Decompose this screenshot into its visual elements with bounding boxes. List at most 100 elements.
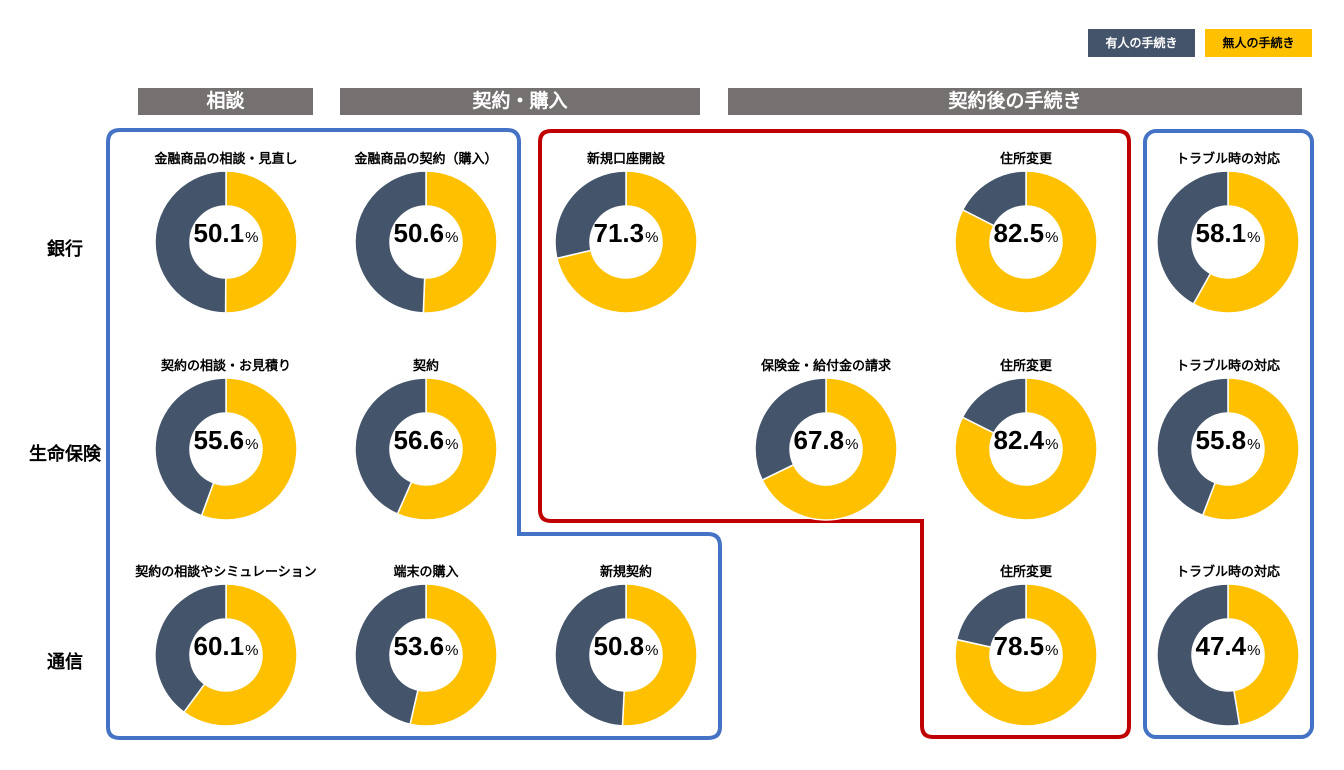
donut-svg [554,583,698,727]
donut-telecom-new-contract: 新規契約 50.8% [526,561,726,761]
donut-value: 55.6% [152,425,300,456]
slice-unstaffed [954,170,1098,314]
donut-title: 保険金・給付金の請求 [760,359,891,374]
slice-staffed [354,583,427,726]
donut-value: 56.6% [352,425,500,456]
donut-value-number: 50.1 [193,218,245,248]
header-after: 契約後の手続き [728,88,1302,115]
donut-bank-new-account: 新規口座開設 71.3% [526,148,726,348]
donut-title: 端末の購入 [393,565,459,580]
donut-svg [354,583,498,727]
slice-staffed [754,377,827,482]
donut-value-unit: % [445,642,459,659]
donut-svg [1156,377,1300,521]
donut-title: 住所変更 [999,152,1052,167]
donut-value-number: 56.6 [393,425,445,455]
donut-value-unit: % [1247,229,1261,246]
slice-staffed [354,377,427,515]
donut-life-claim: 保険金・給付金の請求 67.8% [726,355,926,555]
donut-bank-consult: 金融商品の相談・見直し 50.1% [126,148,326,348]
donut-value-unit: % [1045,642,1059,659]
donut-value-number: 55.8 [1195,425,1247,455]
donut-life-trouble: トラブル時の対応 55.8% [1128,355,1328,555]
header-contract-label: 契約・購入 [472,90,568,112]
row-label-bank: 銀行 [47,239,83,260]
donut-value: 60.1% [152,631,300,662]
donut-value-number: 50.8 [593,631,645,661]
donut-svg [154,170,298,314]
donut-svg [154,377,298,521]
slice-staffed [154,583,227,714]
donut-value-number: 58.1 [1195,218,1247,248]
slice-staffed [1156,170,1229,306]
slice-staffed [955,583,1027,649]
donut-svg [354,170,498,314]
donut-value-number: 82.5 [993,218,1045,248]
donut-title: 金融商品の契約（購入） [354,152,498,167]
donut-value: 82.5% [952,218,1100,249]
slice-unstaffed [621,583,698,727]
donut-title: 新規契約 [599,565,652,580]
slice-staffed [354,170,427,314]
donut-value-unit: % [1045,436,1059,453]
donut-telecom-address: 住所変更 78.5% [926,561,1126,761]
donut-telecom-trouble: トラブル時の対応 47.4% [1128,561,1328,761]
donut-value: 58.1% [1154,218,1302,249]
slice-unstaffed [1201,377,1300,521]
slice-unstaffed [761,377,898,521]
donut-value-number: 78.5 [993,631,1045,661]
donut-value-unit: % [645,229,659,246]
slice-staffed [554,583,627,727]
legend-unstaffed-label: 無人の手続き [1222,36,1295,50]
donut-svg [1156,583,1300,727]
donut-svg [954,583,1098,727]
donut-svg [954,170,1098,314]
slice-staffed [154,377,227,517]
slice-unstaffed [556,170,698,314]
donut-value-number: 53.6 [393,631,445,661]
slice-unstaffed [224,170,298,314]
donut-value-unit: % [1247,642,1261,659]
blue-frame-left [106,128,722,740]
donut-title: トラブル時の対応 [1175,565,1280,580]
donut-value-unit: % [1045,229,1059,246]
header-consultation-label: 相談 [206,90,245,112]
donut-value-unit: % [445,229,459,246]
donut-value: 50.6% [352,218,500,249]
donut-svg [1156,170,1300,314]
donut-value: 50.8% [552,631,700,662]
donut-value: 67.8% [752,425,900,456]
donut-value-number: 82.4 [993,425,1045,455]
donut-value: 71.3% [552,218,700,249]
donut-value-unit: % [245,642,259,659]
donut-life-consult: 契約の相談・お見積り 55.6% [126,355,326,555]
donut-value-unit: % [445,436,459,453]
slice-unstaffed [422,170,498,314]
donut-value: 82.4% [952,425,1100,456]
slice-unstaffed [1192,170,1300,314]
red-frame [538,129,1131,739]
legend-staffed-label: 有人の手続き [1105,36,1178,50]
slice-staffed [554,170,627,260]
header-after-label: 契約後の手続き [948,90,1082,112]
header-consultation: 相談 [138,88,313,115]
donut-bank-trouble: トラブル時の対応 58.1% [1128,148,1328,348]
donut-life-contract: 契約 56.6% [326,355,526,555]
slice-unstaffed [396,377,498,521]
donut-title: トラブル時の対応 [1175,152,1280,167]
donut-svg [954,377,1098,521]
donut-value-number: 47.4 [1195,631,1247,661]
donut-telecom-consult: 契約の相談やシミュレーション 60.1% [126,561,326,761]
slice-staffed [154,170,227,314]
donut-svg [154,583,298,727]
donut-svg [354,377,498,521]
donut-title: 金融商品の相談・見直し [154,152,298,167]
slice-unstaffed [1227,583,1300,726]
slice-unstaffed [182,583,298,727]
slice-unstaffed [954,377,1098,521]
header-contract: 契約・購入 [340,88,700,115]
blue-frame-right [1143,129,1314,739]
legend-staffed: 有人の手続き [1088,29,1195,57]
donut-life-address: 住所変更 82.4% [926,355,1126,555]
